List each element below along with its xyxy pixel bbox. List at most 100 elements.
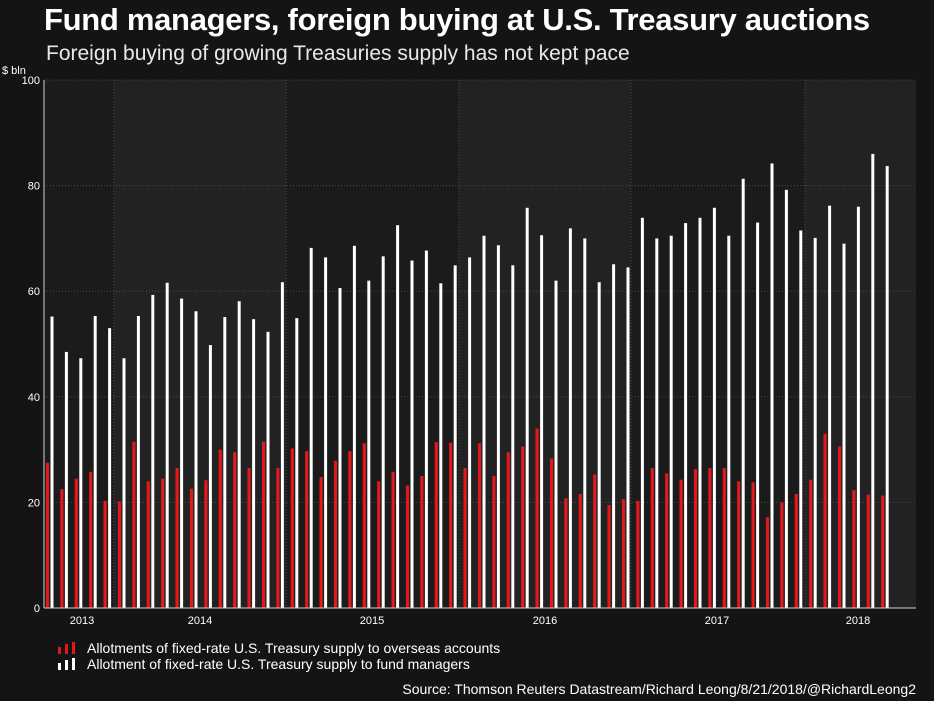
- year-band: [805, 80, 916, 608]
- bar-overseas: [463, 468, 467, 608]
- bar-fund-managers: [352, 245, 356, 609]
- bar-overseas: [319, 477, 323, 608]
- year-band: [114, 80, 286, 608]
- bar-overseas: [708, 468, 712, 608]
- bar-overseas: [60, 489, 64, 608]
- y-tick-label: 20: [28, 497, 40, 509]
- bar-overseas: [45, 462, 50, 608]
- y-tick-label: 0: [34, 603, 40, 615]
- x-tick-label: 2014: [188, 615, 212, 627]
- bar-fund-managers: [266, 331, 270, 608]
- year-bands: [44, 80, 916, 608]
- bar-fund-managers: [396, 225, 400, 608]
- bar-overseas: [434, 442, 438, 608]
- bar-overseas: [780, 502, 784, 608]
- bar-fund-managers: [813, 237, 817, 608]
- bar-overseas: [449, 442, 453, 608]
- legend-label-fund-managers: Allotment of fixed-rate U.S. Treasury su…: [87, 656, 470, 672]
- bar-overseas: [722, 468, 726, 608]
- bar-fund-managers: [626, 267, 630, 608]
- bar-overseas: [621, 499, 626, 608]
- bar-overseas: [794, 493, 798, 608]
- bar-overseas: [333, 460, 338, 608]
- bar-overseas: [204, 480, 208, 608]
- bar-fund-managers: [799, 230, 803, 609]
- bar-fund-managers: [381, 256, 385, 608]
- bar-fund-managers: [828, 205, 832, 608]
- bar-fund-managers: [511, 265, 515, 608]
- bar-fund-managers: [410, 260, 414, 608]
- bars: [45, 153, 889, 609]
- bar-fund-managers: [237, 301, 241, 608]
- bar-fund-managers: [180, 298, 184, 608]
- bar-overseas: [852, 490, 856, 608]
- bar-overseas: [377, 481, 381, 608]
- bar-overseas: [521, 446, 525, 608]
- bar-fund-managers: [756, 222, 760, 608]
- bar-overseas: [751, 482, 755, 608]
- bar-overseas: [636, 500, 640, 608]
- bar-fund-managers: [367, 280, 371, 608]
- bar-overseas: [679, 479, 683, 608]
- bar-overseas: [362, 443, 366, 608]
- legend-label-overseas: Allotments of fixed-rate U.S. Treasury s…: [87, 640, 501, 656]
- x-tick-label: 2016: [533, 615, 557, 627]
- bar-fund-managers: [482, 235, 486, 608]
- bar-fund-managers: [712, 207, 716, 608]
- chart-title: Fund managers, foreign buying at U.S. Tr…: [44, 2, 870, 37]
- x-tick-label: 2015: [360, 615, 384, 627]
- bar-overseas: [290, 448, 294, 608]
- y-tick-label: 80: [28, 181, 40, 193]
- bar-overseas: [809, 479, 813, 608]
- bar-overseas: [189, 488, 194, 608]
- bar-fund-managers: [741, 178, 745, 608]
- bar-overseas: [233, 452, 237, 608]
- bar-fund-managers: [194, 311, 198, 608]
- bar-overseas: [89, 471, 93, 608]
- x-tick-label: 2017: [705, 615, 729, 627]
- bar-fund-managers: [554, 280, 558, 608]
- bar-overseas: [103, 500, 107, 608]
- bar-fund-managers: [698, 217, 702, 609]
- bar-overseas: [161, 478, 165, 608]
- bar-fund-managers: [468, 257, 472, 608]
- bar-overseas: [218, 449, 222, 608]
- year-band: [631, 80, 805, 608]
- bar-overseas: [837, 446, 842, 608]
- bar-overseas: [535, 428, 539, 608]
- bar-overseas: [391, 471, 395, 608]
- bar-overseas: [737, 481, 741, 608]
- bar-fund-managers: [684, 223, 688, 608]
- bar-fund-managers: [770, 163, 774, 608]
- y-tick-label: 100: [22, 75, 40, 87]
- bar-overseas: [477, 443, 482, 608]
- bar-fund-managers: [583, 238, 587, 608]
- bar-fund-managers: [540, 235, 544, 608]
- bar-fund-managers: [669, 235, 673, 608]
- bar-fund-managers: [64, 351, 68, 608]
- bar-fund-managers: [108, 328, 112, 608]
- bar-fund-managers: [324, 257, 328, 608]
- y-tick-label: 40: [28, 392, 40, 404]
- bar-overseas: [564, 498, 568, 608]
- bar-fund-managers: [439, 283, 443, 608]
- legend-item-fund-managers: Allotment of fixed-rate U.S. Treasury su…: [58, 656, 470, 672]
- bar-overseas: [175, 468, 179, 608]
- bar-fund-managers: [784, 189, 788, 608]
- y-tick-label: 60: [28, 286, 40, 298]
- bar-overseas: [117, 501, 122, 608]
- source-note: Source: Thomson Reuters Datastream/Richa…: [402, 681, 916, 697]
- bar-fund-managers: [856, 206, 860, 608]
- bar-overseas: [247, 468, 251, 608]
- x-tick-label: 2018: [846, 615, 870, 627]
- bar-fund-managers: [885, 166, 889, 608]
- bar-fund-managers: [612, 264, 616, 608]
- bar-overseas: [866, 494, 870, 608]
- bar-fund-managers: [640, 217, 644, 609]
- bar-overseas: [650, 468, 654, 608]
- x-tick-label: 2013: [70, 615, 94, 627]
- bar-fund-managers: [252, 319, 256, 608]
- legend-item-overseas: Allotments of fixed-rate U.S. Treasury s…: [58, 640, 500, 656]
- bar-overseas: [693, 469, 698, 608]
